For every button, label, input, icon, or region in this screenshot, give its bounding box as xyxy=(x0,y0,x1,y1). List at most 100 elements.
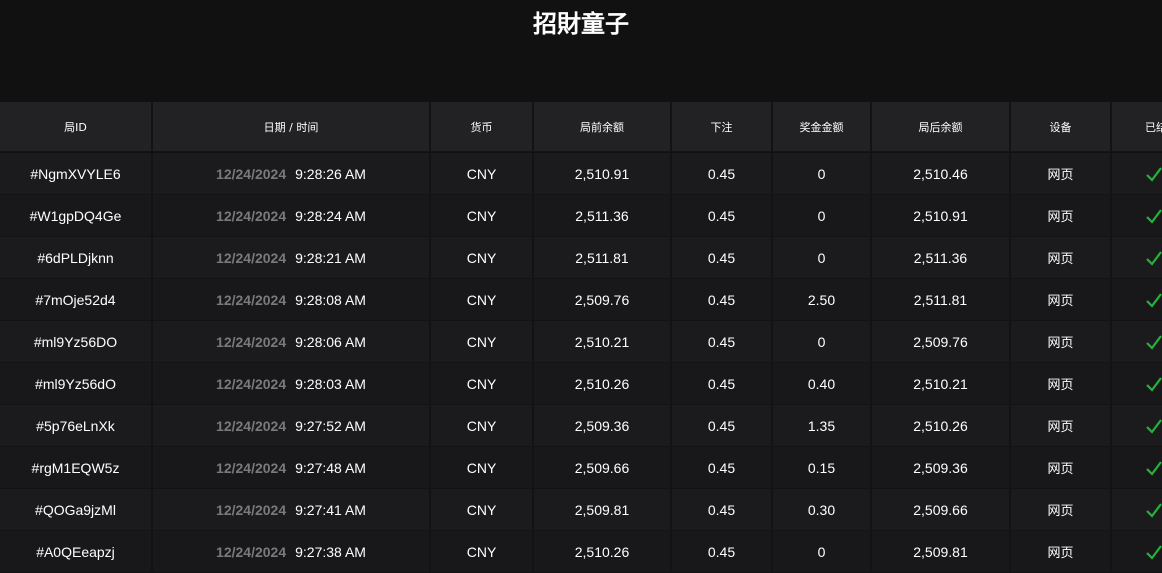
cell-round-id: #NgmXVYLE6 xyxy=(0,153,153,195)
cell-currency: CNY xyxy=(431,237,534,279)
time: 9:27:52 AM xyxy=(295,417,366,434)
cell-balance-before: 2,511.36 xyxy=(534,195,672,237)
cell-datetime: 12/24/2024 9:28:08 AM xyxy=(153,279,431,321)
cell-bet: 0.45 xyxy=(672,531,773,573)
cell-device: 网页 xyxy=(1011,531,1112,573)
cell-balance-before: 2,511.81 xyxy=(534,237,672,279)
cell-datetime: 12/24/2024 9:27:52 AM xyxy=(153,405,431,447)
cell-currency: CNY xyxy=(431,153,534,195)
cell-device: 网页 xyxy=(1011,195,1112,237)
cell-datetime: 12/24/2024 9:27:48 AM xyxy=(153,447,431,489)
check-icon xyxy=(1146,376,1162,392)
cell-bet: 0.45 xyxy=(672,153,773,195)
time: 9:28:06 AM xyxy=(295,333,366,350)
date: 12/24/2024 xyxy=(216,417,287,434)
cell-bet: 0.45 xyxy=(672,405,773,447)
cell-balance-before: 2,509.76 xyxy=(534,279,672,321)
header-col-balance-after[interactable]: 局后余额 xyxy=(872,102,1011,152)
time: 9:27:48 AM xyxy=(295,459,366,476)
cell-round-id: #7mOje52d4 xyxy=(0,279,153,321)
table-row[interactable]: #ml9Yz56dO 12/24/2024 9:28:03 AM CNY 2,510.2… xyxy=(0,363,1162,405)
table-row[interactable]: #5p76eLnXk 12/24/2024 9:27:52 AM CNY 2,509.3… xyxy=(0,405,1162,447)
table-row[interactable]: #QOGa9jzMl 12/24/2024 9:27:41 AM CNY 2,509.8… xyxy=(0,489,1162,531)
cell-datetime: 12/24/2024 9:28:26 AM xyxy=(153,153,431,195)
cell-device: 网页 xyxy=(1011,279,1112,321)
date: 12/24/2024 xyxy=(216,291,287,308)
check-icon xyxy=(1146,502,1162,518)
check-icon xyxy=(1146,544,1162,560)
date: 12/24/2024 xyxy=(216,459,287,476)
cell-finished xyxy=(1112,237,1162,279)
cell-finished xyxy=(1112,447,1162,489)
cell-win: 0.30 xyxy=(773,489,872,531)
cell-currency: CNY xyxy=(431,279,534,321)
cell-balance-after: 2,510.21 xyxy=(872,363,1011,405)
time: 9:28:21 AM xyxy=(295,249,366,266)
table-row[interactable]: #A0QEeapzj 12/24/2024 9:27:38 AM CNY 2,510.2… xyxy=(0,531,1162,573)
cell-balance-before: 2,509.66 xyxy=(534,447,672,489)
cell-round-id: #5p76eLnXk xyxy=(0,405,153,447)
cell-balance-before: 2,509.36 xyxy=(534,405,672,447)
cell-bet: 0.45 xyxy=(672,237,773,279)
cell-balance-after: 2,510.26 xyxy=(872,405,1011,447)
cell-win: 0 xyxy=(773,321,872,363)
table-row[interactable]: #NgmXVYLE6 12/24/2024 9:28:26 AM CNY 2,510.9… xyxy=(0,153,1162,195)
cell-device: 网页 xyxy=(1011,237,1112,279)
cell-device: 网页 xyxy=(1011,153,1112,195)
time: 9:27:41 AM xyxy=(295,501,366,518)
cell-finished xyxy=(1112,321,1162,363)
table-row[interactable]: #7mOje52d4 12/24/2024 9:28:08 AM CNY 2,509.7… xyxy=(0,279,1162,321)
header-col-bet[interactable]: 下注 xyxy=(672,102,773,152)
table-row[interactable]: #rgM1EQW5z 12/24/2024 9:27:48 AM CNY 2,509.6… xyxy=(0,447,1162,489)
date: 12/24/2024 xyxy=(216,207,287,224)
cell-currency: CNY xyxy=(431,195,534,237)
cell-device: 网页 xyxy=(1011,447,1112,489)
header-col-win[interactable]: 奖金金额 xyxy=(773,102,872,152)
cell-round-id: #A0QEeapzj xyxy=(0,531,153,573)
header-col-finished[interactable]: 已结束 xyxy=(1112,102,1162,152)
cell-round-id: #QOGa9jzMl xyxy=(0,489,153,531)
cell-balance-after: 2,510.46 xyxy=(872,153,1011,195)
cell-currency: CNY xyxy=(431,489,534,531)
time: 9:28:08 AM xyxy=(295,291,366,308)
cell-datetime: 12/24/2024 9:28:06 AM xyxy=(153,321,431,363)
time: 9:28:26 AM xyxy=(295,165,366,182)
cell-round-id: #rgM1EQW5z xyxy=(0,447,153,489)
check-icon xyxy=(1146,460,1162,476)
table-row[interactable]: #W1gpDQ4Ge 12/24/2024 9:28:24 AM CNY 2,511.3… xyxy=(0,195,1162,237)
cell-finished xyxy=(1112,279,1162,321)
table-row[interactable]: #ml9Yz56DO 12/24/2024 9:28:06 AM CNY 2,510.2… xyxy=(0,321,1162,363)
cell-win: 0 xyxy=(773,153,872,195)
cell-round-id: #ml9Yz56DO xyxy=(0,321,153,363)
cell-currency: CNY xyxy=(431,321,534,363)
cell-balance-after: 2,511.36 xyxy=(872,237,1011,279)
cell-balance-after: 2,509.36 xyxy=(872,447,1011,489)
cell-datetime: 12/24/2024 9:28:03 AM xyxy=(153,363,431,405)
header-col-balance-before[interactable]: 局前余额 xyxy=(534,102,672,152)
cell-bet: 0.45 xyxy=(672,363,773,405)
cell-balance-after: 2,509.76 xyxy=(872,321,1011,363)
cell-balance-before: 2,509.81 xyxy=(534,489,672,531)
cell-currency: CNY xyxy=(431,405,534,447)
cell-finished xyxy=(1112,195,1162,237)
header-col-round-id[interactable]: 局ID xyxy=(0,102,153,152)
cell-round-id: #6dPLDjknn xyxy=(0,237,153,279)
cell-currency: CNY xyxy=(431,363,534,405)
check-icon xyxy=(1146,334,1162,350)
cell-currency: CNY xyxy=(431,447,534,489)
cell-bet: 0.45 xyxy=(672,489,773,531)
cell-bet: 0.45 xyxy=(672,321,773,363)
cell-win: 2.50 xyxy=(773,279,872,321)
cell-bet: 0.45 xyxy=(672,279,773,321)
cell-device: 网页 xyxy=(1011,321,1112,363)
header-col-currency[interactable]: 货币 xyxy=(431,102,534,152)
table-row[interactable]: #6dPLDjknn 12/24/2024 9:28:21 AM CNY 2,511.8… xyxy=(0,237,1162,279)
cell-balance-after: 2,509.81 xyxy=(872,531,1011,573)
cell-bet: 0.45 xyxy=(672,195,773,237)
header-col-device[interactable]: 设备 xyxy=(1011,102,1112,152)
header-col-datetime[interactable]: 日期 / 时间 xyxy=(153,102,431,152)
check-icon xyxy=(1146,292,1162,308)
cell-balance-before: 2,510.26 xyxy=(534,531,672,573)
